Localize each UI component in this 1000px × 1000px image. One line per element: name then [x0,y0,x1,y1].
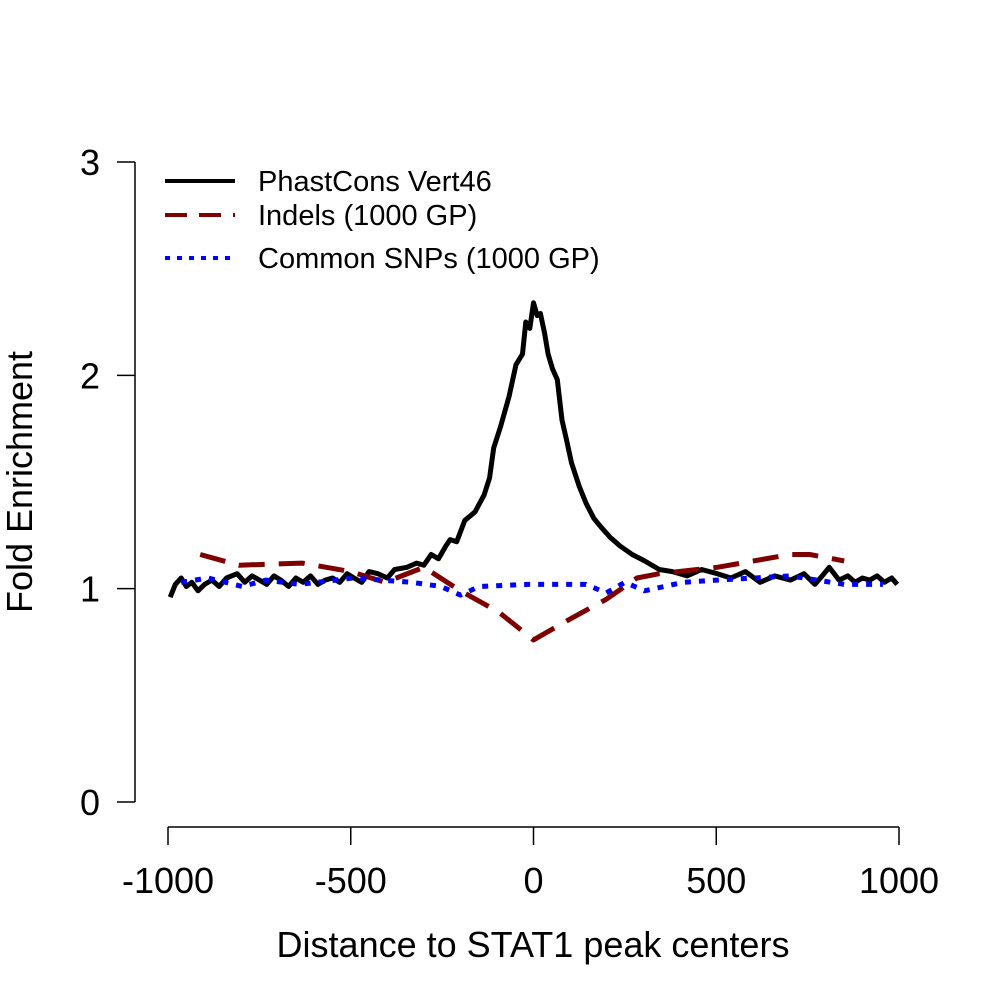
x-tick-label: 500 [686,860,746,901]
axes: 0 1 2 3 -1000 -500 0 500 1000 [80,142,939,901]
legend-label: Common SNPs (1000 GP) [258,243,600,275]
legend-label: Indels (1000 GP) [258,200,477,232]
series-lines [167,300,900,643]
y-tick-label: 2 [80,355,100,396]
x-axis-label: Distance to STAT1 peak centers [277,924,790,965]
x-tick-label: -500 [315,860,387,901]
y-tick-label: 3 [80,142,100,183]
series-line-1 [167,300,900,599]
y-tick-label: 1 [80,569,100,610]
x-tick-label: 1000 [859,860,939,901]
legend-label: PhastCons Vert46 [258,166,492,198]
y-tick-label: 0 [80,782,100,823]
x-tick-label: -1000 [122,860,214,901]
y-axis-label: Fold Enrichment [0,351,40,613]
x-tick-label: 0 [523,860,543,901]
series-line-2 [199,552,845,643]
